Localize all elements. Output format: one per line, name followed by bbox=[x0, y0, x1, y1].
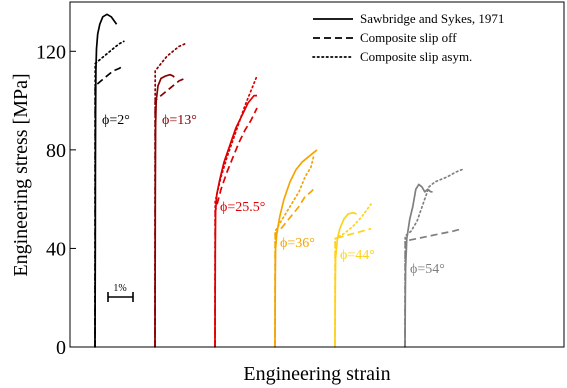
series-line-slip-off bbox=[94, 65, 124, 348]
y-axis: 0 40 80 120 bbox=[36, 41, 76, 359]
plot-frame bbox=[69, 1, 565, 348]
series-line-slip-off bbox=[404, 227, 463, 348]
angle-label: ϕ=36° bbox=[280, 236, 315, 251]
angle-label: ϕ=2° bbox=[102, 113, 130, 128]
angle-labels-layer: ϕ=2° ϕ=13° ϕ=25.5° ϕ=36° ϕ=44° ϕ=54° bbox=[102, 113, 445, 277]
angle-label: ϕ=54° bbox=[410, 262, 445, 277]
y-tick-label: 0 bbox=[56, 337, 66, 359]
scale-bar: 1% bbox=[107, 283, 134, 302]
x-axis-label: Engineering strain bbox=[243, 363, 390, 385]
series-line-slip-off bbox=[154, 77, 186, 348]
y-axis-label: Engineering stress [MPa] bbox=[10, 73, 32, 276]
curves-layer bbox=[94, 13, 463, 348]
series-line-experimental bbox=[94, 13, 118, 348]
series-line-experimental bbox=[154, 73, 175, 348]
series-line-experimental bbox=[404, 183, 433, 348]
curve-group bbox=[154, 43, 186, 348]
series-line-experimental bbox=[334, 211, 357, 348]
series-line-slip-asym bbox=[274, 156, 315, 348]
series-line-slip-off bbox=[214, 107, 258, 348]
angle-label: ϕ=25.5° bbox=[220, 200, 265, 215]
series-line-slip-off bbox=[334, 227, 372, 348]
curve-group bbox=[274, 149, 318, 348]
scale-bar-label: 1% bbox=[113, 283, 126, 294]
y-tick-label: 80 bbox=[46, 140, 66, 162]
curve-group bbox=[334, 203, 372, 348]
curve-group bbox=[94, 13, 125, 348]
curve-group bbox=[404, 168, 463, 348]
angle-label: ϕ=44° bbox=[340, 248, 375, 263]
legend-label: Sawbridge and Sykes, 1971 bbox=[360, 11, 504, 26]
legend-label: Composite slip asym. bbox=[360, 49, 472, 64]
series-line-slip-asym bbox=[94, 40, 125, 348]
y-tick-label: 120 bbox=[36, 41, 66, 63]
curve-group bbox=[214, 75, 258, 348]
y-tick-label: 40 bbox=[46, 238, 66, 260]
legend: Sawbridge and Sykes, 1971 Composite slip … bbox=[312, 11, 504, 64]
legend-label: Composite slip off bbox=[360, 30, 457, 45]
series-line-experimental bbox=[274, 149, 318, 348]
angle-label: ϕ=13° bbox=[162, 113, 197, 128]
series-line-slip-asym bbox=[154, 43, 186, 348]
series-line-slip-asym bbox=[404, 168, 463, 348]
series-line-experimental bbox=[214, 94, 257, 348]
